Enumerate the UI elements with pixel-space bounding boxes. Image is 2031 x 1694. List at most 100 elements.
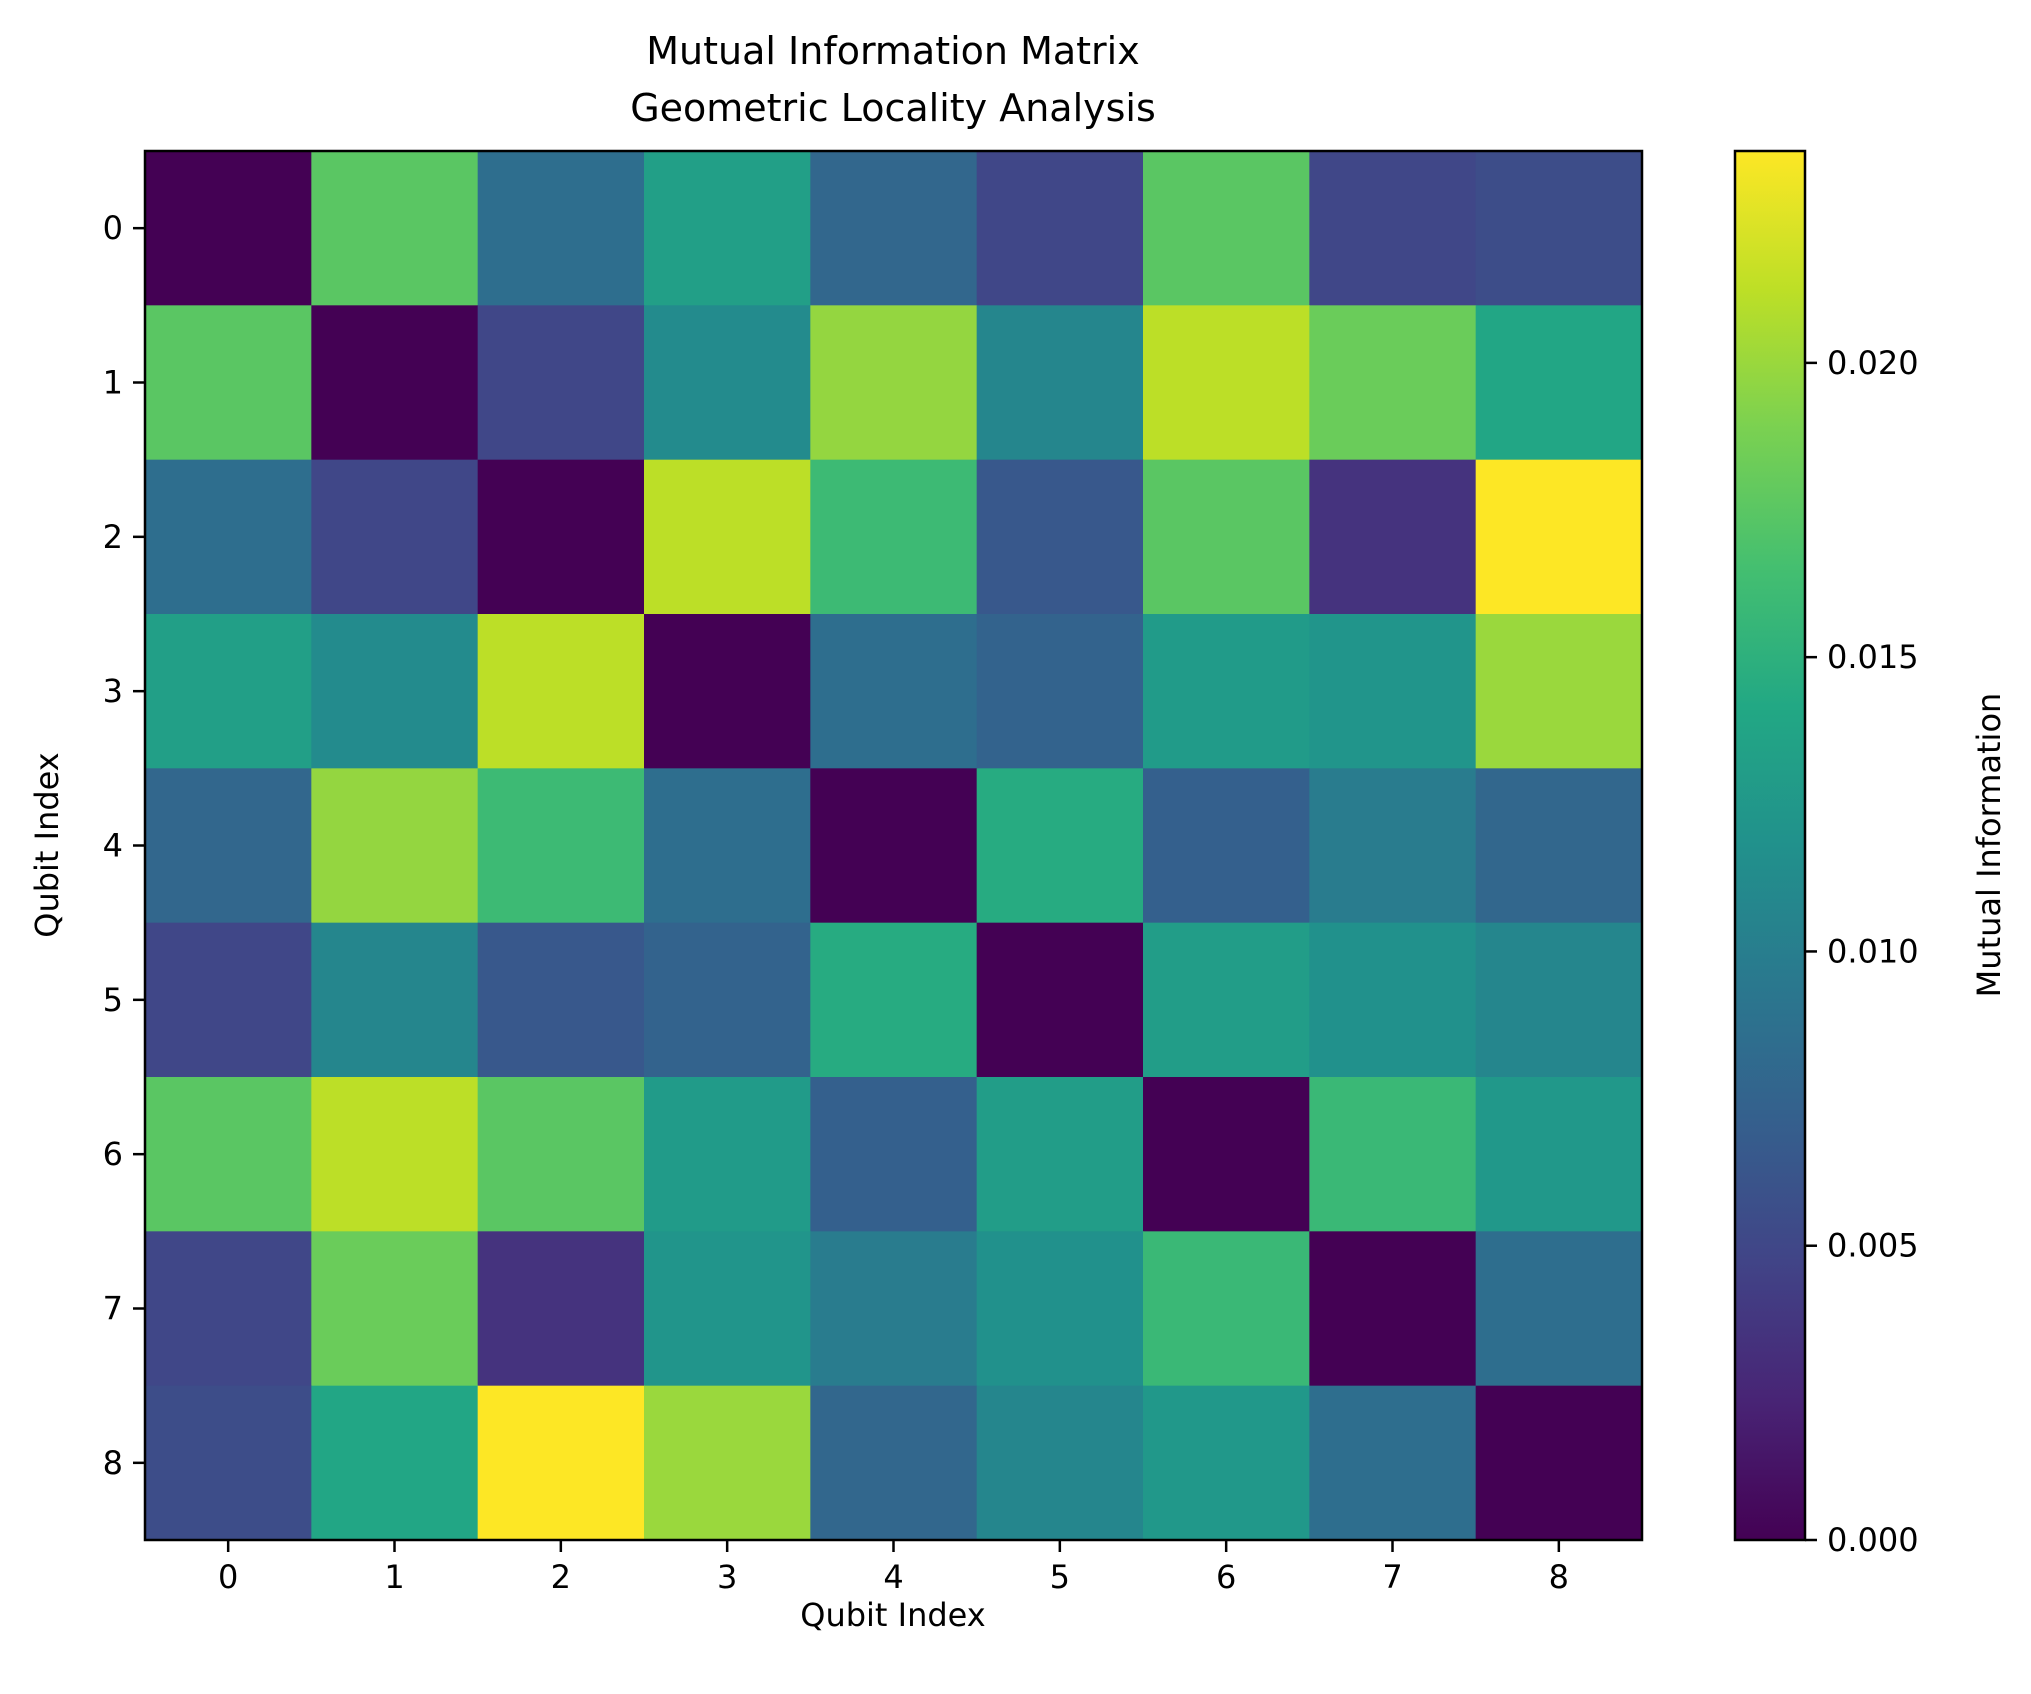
heatmap-cell — [810, 768, 978, 924]
y-tick-label: 4 — [103, 827, 123, 865]
heatmap-cell — [145, 1077, 312, 1232]
heatmap-cell — [1475, 151, 1643, 306]
y-tick-label: 6 — [103, 1135, 123, 1173]
colorbar-tick-label: 0.010 — [1827, 932, 1919, 970]
colorbar-ticks: 0.000 0.005 0.010 0.015 0.020 — [1805, 344, 1919, 1559]
heatmap-cell — [477, 305, 645, 461]
heatmap-cell — [644, 614, 811, 769]
heatmap-cell — [1475, 922, 1643, 1078]
x-tick-label: 6 — [1216, 1558, 1236, 1596]
heatmap-cell — [644, 1077, 811, 1232]
y-tick-label: 5 — [103, 981, 123, 1019]
heatmap-cell — [1475, 1077, 1643, 1232]
heatmap-cell — [1475, 305, 1643, 461]
heatmap-cell — [1309, 768, 1477, 924]
colorbar-tick-label: 0.005 — [1827, 1227, 1919, 1265]
heatmap-cell — [311, 305, 479, 461]
heatmap-cell — [145, 305, 312, 461]
heatmap-cell — [644, 459, 811, 615]
heatmap-cell — [1309, 1231, 1477, 1387]
heatmap-cell — [1143, 768, 1310, 924]
colorbar-label: Mutual Information — [1970, 693, 2008, 998]
x-tick-label: 0 — [218, 1558, 238, 1596]
heatmap-cell — [1309, 922, 1477, 1078]
x-axis-ticks: 0 1 2 3 4 5 6 7 8 — [218, 1540, 1569, 1596]
heatmap-cell — [810, 305, 978, 461]
heatmap-cell — [1475, 1385, 1643, 1541]
heatmap-cell — [145, 459, 312, 615]
heatmap-cell — [1309, 1077, 1477, 1232]
heatmap-cell — [976, 922, 1144, 1078]
heatmap-cell — [477, 459, 645, 615]
heatmap-cell — [1143, 151, 1310, 306]
x-tick-label: 4 — [883, 1558, 903, 1596]
x-tick-label: 3 — [717, 1558, 737, 1596]
heatmap-cell — [1143, 1385, 1310, 1541]
heatmap-cell — [644, 305, 811, 461]
y-tick-label: 3 — [103, 672, 123, 710]
y-tick-label: 2 — [103, 518, 123, 556]
heatmap-cell — [477, 768, 645, 924]
heatmap-cell — [1309, 1385, 1477, 1541]
heatmap-cell — [976, 151, 1144, 306]
heatmap-cell — [1475, 1231, 1643, 1387]
heatmap-cell — [477, 1077, 645, 1232]
heatmap-cell — [810, 459, 978, 615]
heatmap-cell — [477, 151, 645, 306]
heatmap-cell — [644, 1385, 811, 1541]
heatmap-cell — [145, 1385, 312, 1541]
heatmap-cell — [477, 614, 645, 769]
heatmap-cell — [1475, 614, 1643, 769]
heatmap-cell — [976, 614, 1144, 769]
heatmap-cell — [311, 614, 479, 769]
heatmap-cell — [1309, 151, 1477, 306]
heatmap-cell — [976, 1385, 1144, 1541]
heatmap-cell — [810, 151, 978, 306]
heatmap-cell — [1309, 305, 1477, 461]
x-tick-label: 7 — [1382, 1558, 1402, 1596]
heatmap-cell — [311, 768, 479, 924]
heatmap-cell — [976, 1231, 1144, 1387]
heatmap-cell — [976, 305, 1144, 461]
heatmap-cell — [976, 459, 1144, 615]
heatmap-cell — [477, 1231, 645, 1387]
heatmap-cell — [311, 1077, 479, 1232]
heatmap-cell — [976, 768, 1144, 924]
heatmap-cells — [145, 151, 1643, 1541]
y-tick-label: 8 — [103, 1444, 123, 1482]
heatmap-cell — [1143, 305, 1310, 461]
heatmap-cell — [1309, 614, 1477, 769]
heatmap-cell — [810, 1385, 978, 1541]
heatmap-cell — [145, 151, 312, 306]
chart-subtitle: Geometric Locality Analysis — [630, 86, 1156, 130]
heatmap-cell — [644, 922, 811, 1078]
heatmap-cell — [145, 614, 312, 769]
heatmap-cell — [477, 922, 645, 1078]
heatmap-cell — [1143, 614, 1310, 769]
heatmap-cell — [311, 151, 479, 306]
heatmap-cell — [1143, 1077, 1310, 1232]
chart-title: Mutual Information Matrix — [646, 29, 1139, 73]
heatmap-cell — [810, 1231, 978, 1387]
heatmap-cell — [644, 1231, 811, 1387]
y-axis-label: Qubit Index — [28, 752, 66, 937]
x-tick-label: 2 — [551, 1558, 571, 1596]
heatmap-cell — [1143, 459, 1310, 615]
heatmap-cell — [311, 922, 479, 1078]
heatmap-cell — [1309, 459, 1477, 615]
x-tick-label: 5 — [1050, 1558, 1070, 1596]
x-axis-label: Qubit Index — [800, 1596, 985, 1634]
heatmap-cell — [145, 768, 312, 924]
y-axis-ticks: 0 1 2 3 4 5 6 7 8 — [103, 209, 145, 1482]
y-tick-label: 1 — [103, 364, 123, 402]
heatmap-cell — [145, 1231, 312, 1387]
heatmap-cell — [1475, 768, 1643, 924]
heatmap-cell — [145, 922, 312, 1078]
colorbar-tick-label: 0.015 — [1827, 638, 1919, 676]
x-tick-label: 8 — [1549, 1558, 1569, 1596]
heatmap-cell — [1475, 459, 1643, 615]
heatmap-cell — [810, 922, 978, 1078]
heatmap-cell — [477, 1385, 645, 1541]
heatmap-cell — [976, 1077, 1144, 1232]
